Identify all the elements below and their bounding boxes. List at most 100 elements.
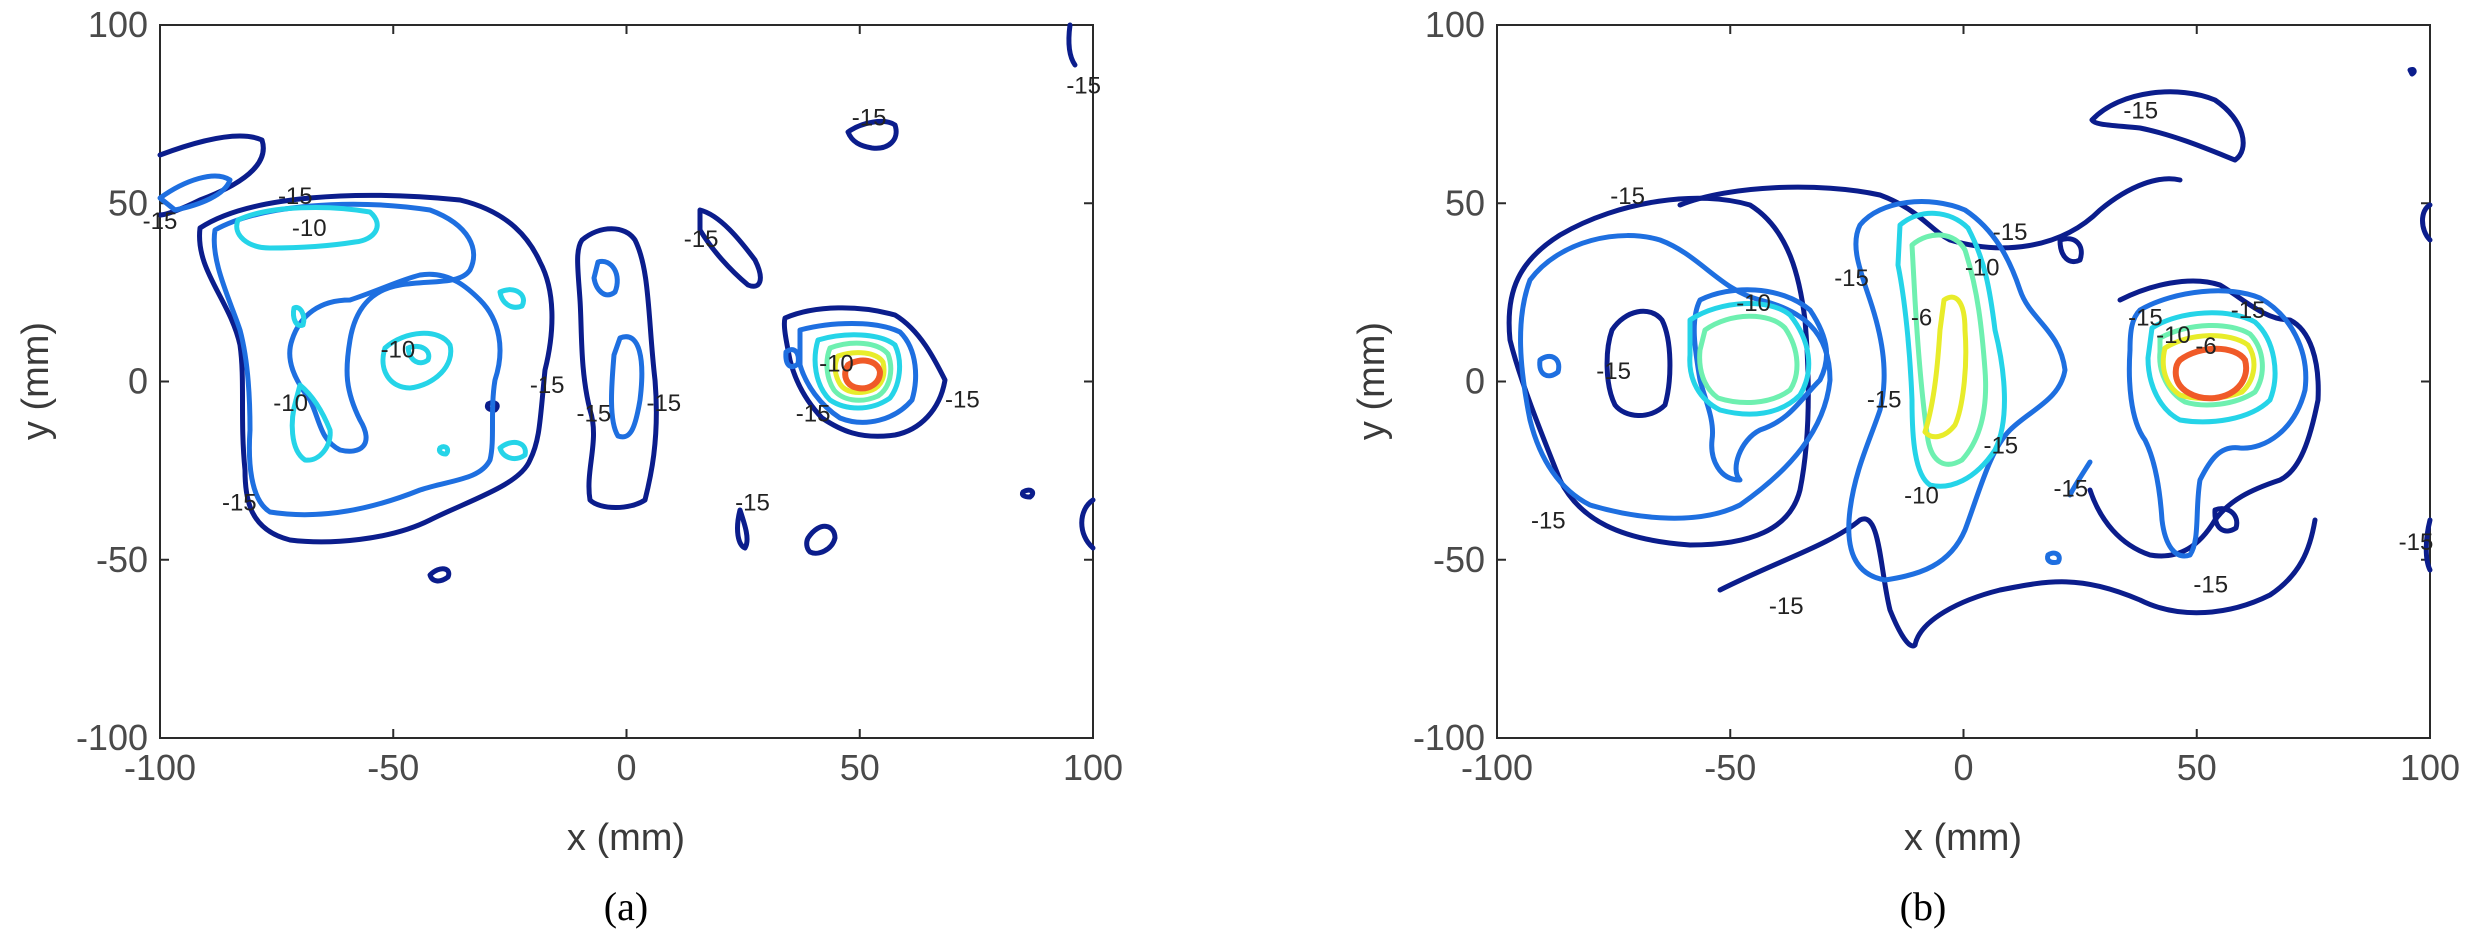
contour-b-12-smallcircle xyxy=(2045,550,2062,565)
subplot-label-a: (a) xyxy=(604,884,648,929)
contour-a-15-peak xyxy=(781,305,948,439)
contour-a-12-small xyxy=(783,347,801,369)
xtick-label-b-0: -100 xyxy=(1461,747,1533,788)
ytick-label-b-2: 0 xyxy=(1465,361,1485,402)
contour-label-b-17: -15 xyxy=(2193,572,2228,599)
contour-label-b-7: -10 xyxy=(1965,254,2000,281)
panel-b: -100 -50 0 50 100 -100 -50 0 50 100 xyxy=(1351,4,2460,929)
contour-a-15-ring-center xyxy=(575,226,659,510)
xlabel-a: x (mm) xyxy=(567,817,685,859)
contour-b-12-diag xyxy=(2067,459,2093,498)
ytick-label-b-1: -50 xyxy=(1433,539,1485,580)
contour-a-4-peak xyxy=(842,357,883,392)
contour-b-15-bottom xyxy=(1717,516,2318,649)
contour-label-b-11: -15 xyxy=(1983,433,2018,460)
contour-label-b-13: -15 xyxy=(2128,304,2163,331)
contour-label-a-11: -15 xyxy=(1066,73,1101,100)
contour-label-b-19: -15 xyxy=(2399,529,2434,556)
contour-a-10-right1 xyxy=(497,287,526,310)
contour-labels-a: -15 -15 -10 -10 -10 -15 -15 -15 -15 -15 -15 -15 -10 -… xyxy=(143,73,1101,517)
contour-label-b-3: -10 xyxy=(1736,290,1771,317)
ytick-label-a-3: 50 xyxy=(108,182,148,223)
contour-label-b-5: -15 xyxy=(1867,386,1902,413)
contour-label-a-4: -10 xyxy=(273,390,308,417)
contour-label-a-15: -15 xyxy=(735,490,770,517)
contour-a-12-main xyxy=(211,201,503,518)
contour-b-15-dot xyxy=(2407,67,2417,77)
ytick-label-b-4: 100 xyxy=(1425,4,1485,45)
contour-label-a-12: -10 xyxy=(819,351,854,378)
contour-a-12-peak xyxy=(797,321,919,425)
contour-a-15-dot1 xyxy=(427,566,452,584)
contour-b-6-right xyxy=(2160,333,2257,401)
xtick-label-a-2: 0 xyxy=(616,747,636,788)
contour-label-b-15: -6 xyxy=(2195,333,2216,360)
contour-a-12-center-ring xyxy=(591,258,620,298)
contour-b-10-left xyxy=(1687,301,1812,417)
contour-label-a-9: -15 xyxy=(684,226,719,253)
panel-a: -100 -50 0 50 100 -100 -50 0 50 100 xyxy=(15,4,1123,929)
contour-label-a-0: -15 xyxy=(278,183,313,210)
contour-label-b-0: -15 xyxy=(1610,183,1645,210)
contour-a-15-topright xyxy=(1066,22,1078,68)
contour-label-a-14: -15 xyxy=(945,386,980,413)
ytick-label-a-0: -100 xyxy=(76,717,148,758)
contour-a-15-upperblob xyxy=(697,207,763,289)
contour-a-15-main xyxy=(197,192,555,545)
contours-b xyxy=(1506,67,2433,649)
contour-a-15-dot3 xyxy=(1019,487,1036,500)
contour-b-12-right xyxy=(2126,288,2309,559)
ylabel-a: y (mm) xyxy=(15,322,57,440)
contour-label-a-1: -15 xyxy=(143,208,178,235)
ytick-label-a-2: 0 xyxy=(128,361,148,402)
xlabel-b: x (mm) xyxy=(1904,817,2022,859)
ytick-label-a-4: 100 xyxy=(88,4,148,45)
contour-label-b-4: -15 xyxy=(1834,265,1869,292)
contour-b-15-topblob xyxy=(2089,89,2246,163)
contour-label-a-13: -15 xyxy=(796,401,831,428)
ylabel-b: y (mm) xyxy=(1351,322,1393,440)
contour-b-15-right xyxy=(2087,278,2321,559)
contour-label-a-3: -10 xyxy=(381,336,416,363)
contour-label-b-2: -15 xyxy=(1531,508,1566,535)
contour-b-15-rightedge2 xyxy=(2423,517,2433,573)
contour-b-8-center xyxy=(1909,232,1989,467)
contour-a-10-left xyxy=(291,305,307,328)
contour-label-a-7: -15 xyxy=(577,401,612,428)
contour-a-15-topdot xyxy=(845,119,899,151)
contour-a-12-center-lower xyxy=(609,334,645,440)
contour-a-10-lower xyxy=(289,382,333,463)
contour-a-10-inner xyxy=(405,343,432,366)
ytick-label-b-0: -100 xyxy=(1413,717,1485,758)
contour-b-15-smallring xyxy=(2212,506,2240,534)
contour-label-b-10: -15 xyxy=(1769,593,1804,620)
plot-area-a xyxy=(159,24,1094,739)
contour-a-10-peak xyxy=(812,332,903,411)
ytick-label-a-1: -50 xyxy=(96,539,148,580)
contour-b-15-dark-ring xyxy=(1604,308,1673,418)
xtick-label-b-4: 100 xyxy=(2400,747,2460,788)
contour-b-15-left xyxy=(1506,195,1811,548)
contour-b-12-connector xyxy=(1691,287,1830,483)
contour-label-b-6: -6 xyxy=(1911,304,1932,331)
contour-label-a-2: -10 xyxy=(292,215,327,242)
contour-a-15-lowblob2 xyxy=(804,523,838,556)
xtick-label-a-0: -100 xyxy=(124,747,196,788)
contour-b-6-center xyxy=(1922,294,1969,440)
xtick-label-a-4: 100 xyxy=(1063,747,1123,788)
contour-b-12-centerband xyxy=(1846,199,2068,583)
contour-label-a-10: -15 xyxy=(852,105,887,132)
contour-label-a-8: -15 xyxy=(646,390,681,417)
contour-a-12-topleft xyxy=(157,173,233,213)
contour-label-b-8: -15 xyxy=(1993,219,2028,246)
contour-label-a-5: -15 xyxy=(222,490,257,517)
contour-b-10-center xyxy=(1895,210,2007,489)
contour-labels-b: -15-15-15-10-15-15-6-10-15-10-15-15-15-1… xyxy=(1531,98,2433,621)
contour-b-15-rightedge xyxy=(2420,202,2433,243)
contour-label-a-6: -15 xyxy=(530,372,565,399)
contour-a-10-dot xyxy=(436,444,451,457)
contour-b-12-left xyxy=(1518,233,1833,521)
subplot-label-b: (b) xyxy=(1900,884,1947,929)
contour-b-8-left xyxy=(1697,313,1800,405)
